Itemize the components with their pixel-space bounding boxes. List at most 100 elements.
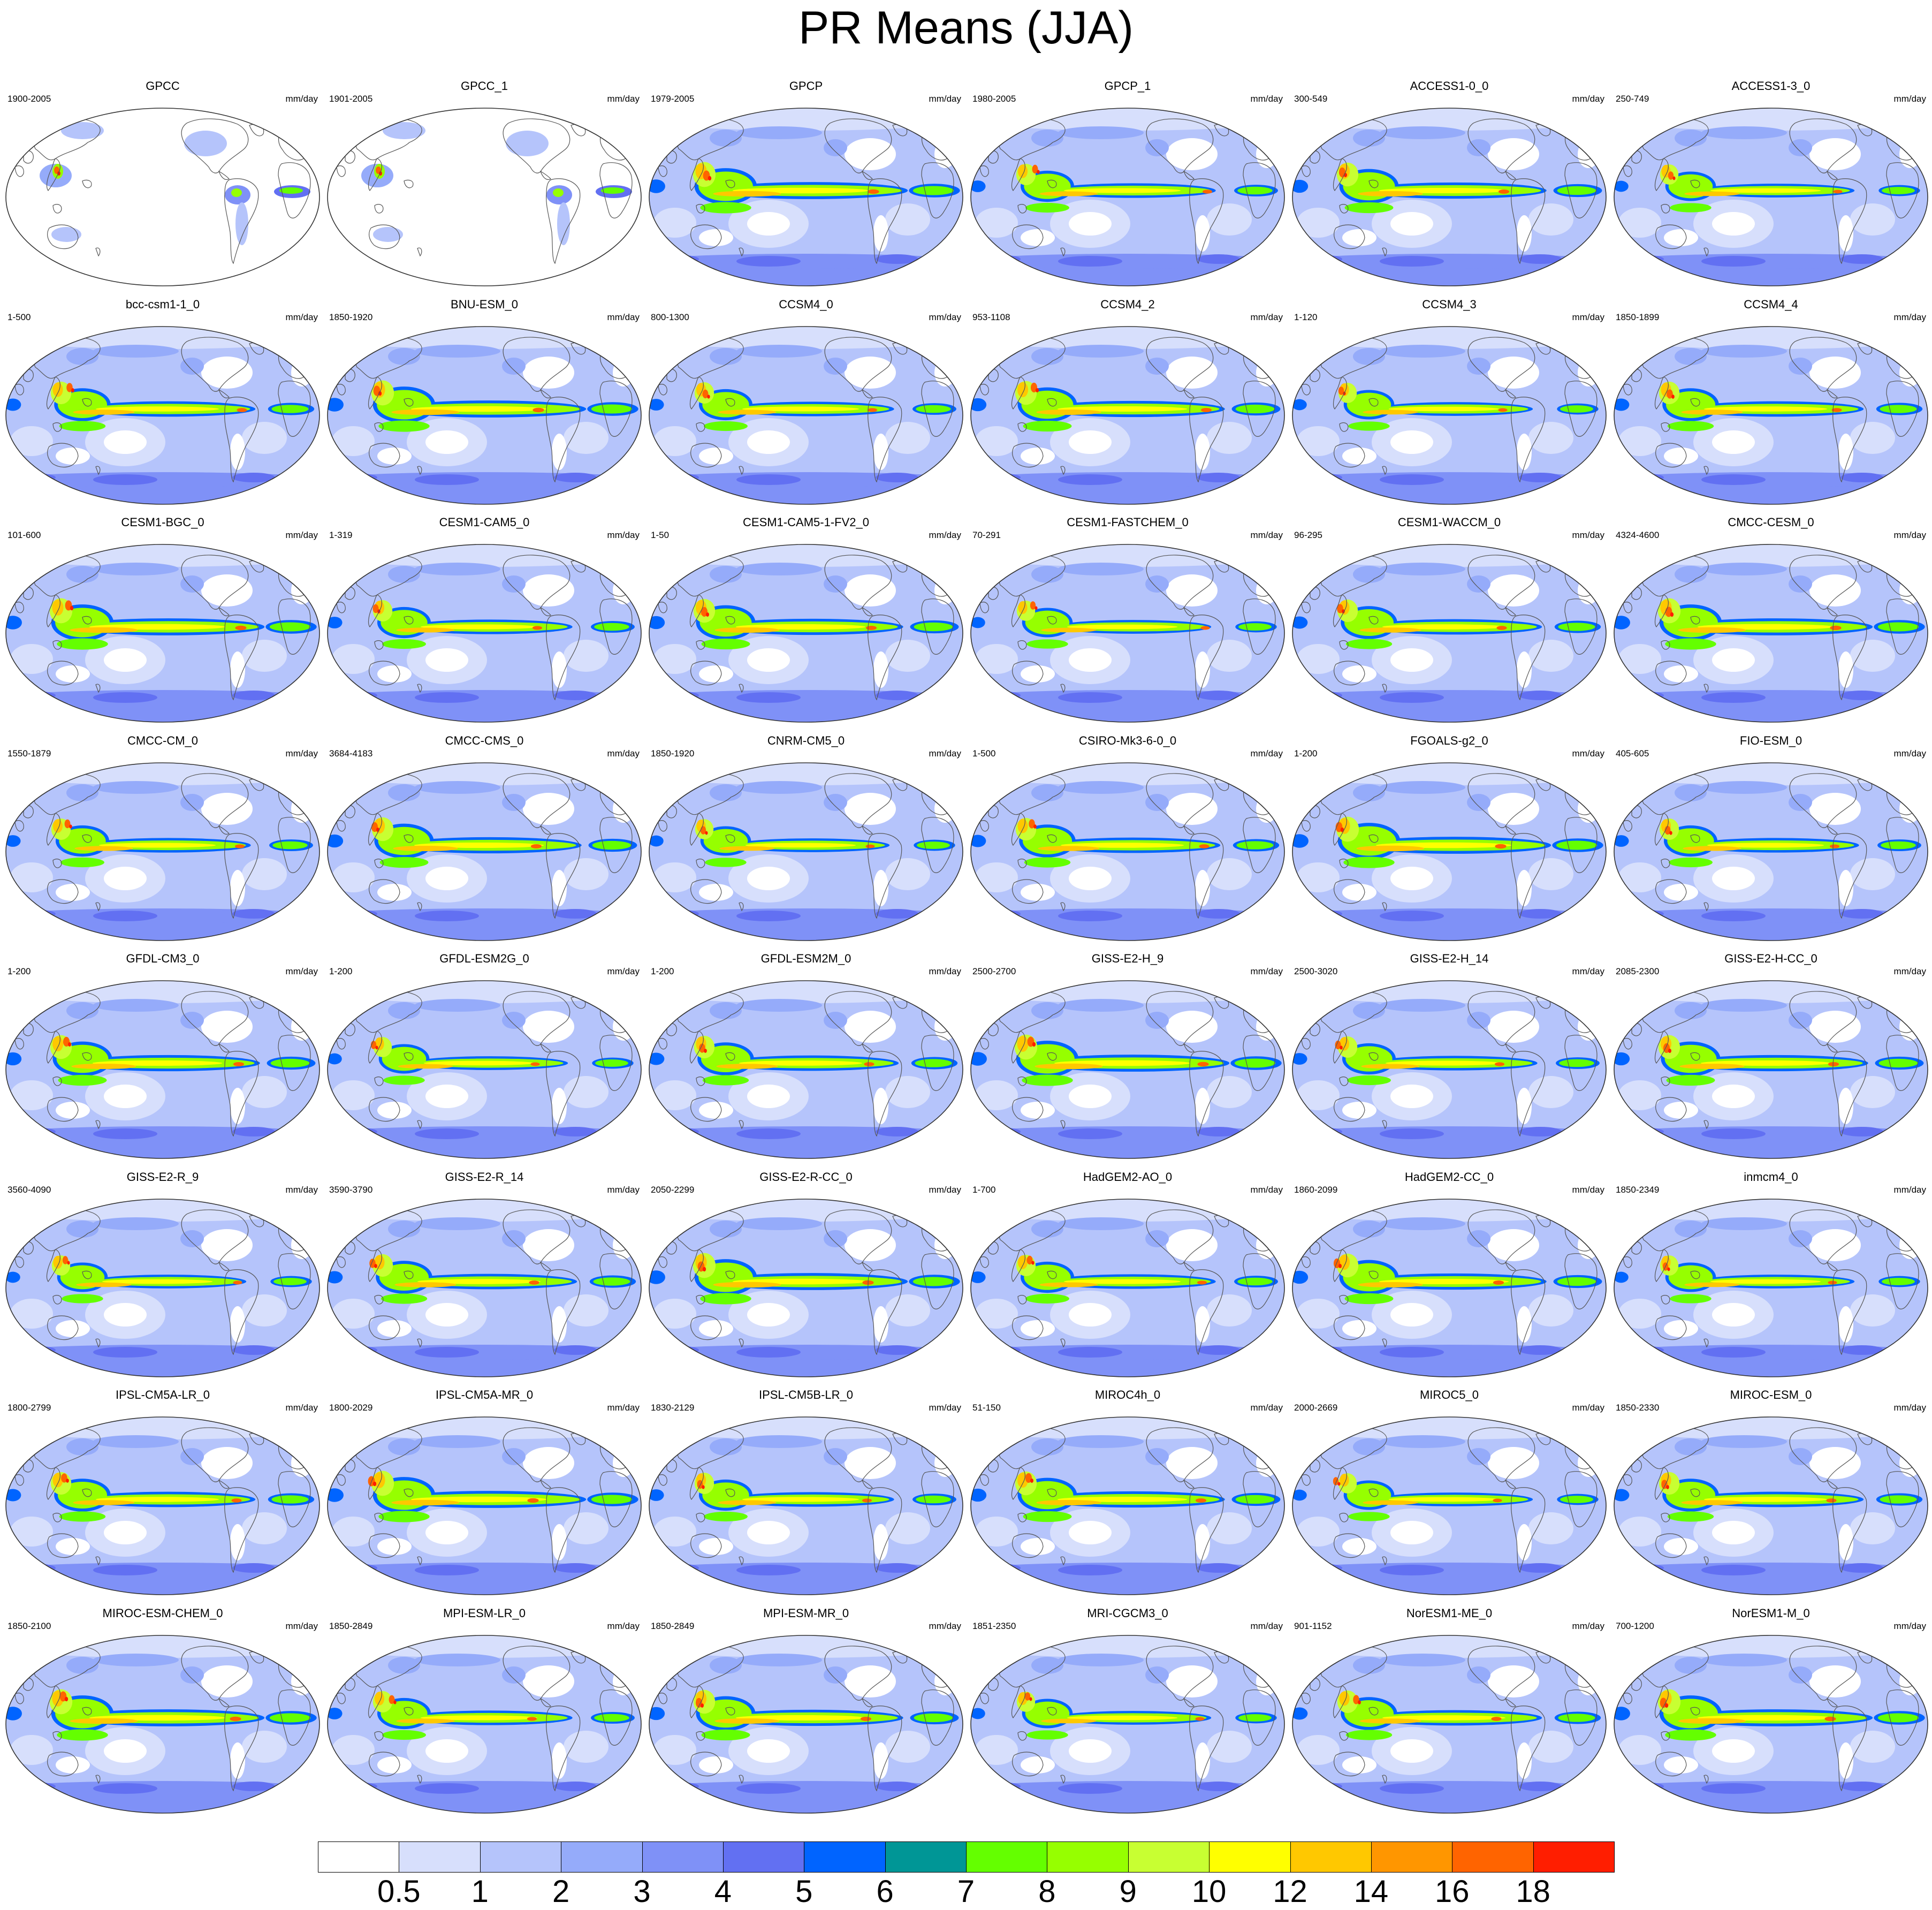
precipitation-map	[1292, 544, 1607, 723]
precipitation-map	[649, 1198, 963, 1377]
map-panel: GISS-E2-H-CC_0 2085-2300 mm/day	[1610, 952, 1931, 1169]
panel-units: mm/day	[1893, 530, 1926, 540]
map-panel: GISS-E2-R_14 3590-3790 mm/day	[324, 1170, 645, 1387]
precipitation-map	[1292, 980, 1607, 1159]
panel-title: HadGEM2-AO_0	[1083, 1170, 1173, 1184]
panel-title: GISS-E2-H_14	[1410, 952, 1489, 965]
map-panel: GPCP 1979-2005 mm/day	[645, 79, 967, 296]
precipitation-map	[970, 980, 1285, 1159]
map-panel: HadGEM2-AO_0 1-700 mm/day	[967, 1170, 1288, 1387]
panel-year-range: 2500-2700	[972, 966, 1016, 976]
panel-year-range: 1850-2849	[329, 1620, 373, 1631]
colorbar-label: 3	[633, 1874, 651, 1909]
panel-units: mm/day	[1572, 1184, 1604, 1195]
panel-units: mm/day	[1250, 530, 1283, 540]
panel-title: CESM1-WACCM_0	[1397, 516, 1501, 529]
panel-year-range: 3590-3790	[329, 1184, 373, 1195]
panel-year-range: 1850-1899	[1616, 312, 1660, 322]
panel-year-range: 800-1300	[651, 312, 689, 322]
colorbar-box	[642, 1841, 724, 1873]
panel-title: GISS-E2-R_9	[126, 1170, 199, 1184]
panel-title: IPSL-CM5B-LR_0	[758, 1388, 854, 1401]
colorbar-label: 16	[1434, 1874, 1470, 1909]
panel-units: mm/day	[607, 94, 640, 104]
colorbar-label: 7	[957, 1874, 975, 1909]
colorbar-label: 14	[1353, 1874, 1389, 1909]
colorbar-box	[966, 1841, 1048, 1873]
panel-year-range: 1-700	[972, 1184, 996, 1195]
panel-year-range: 1-200	[651, 966, 674, 976]
map-panel: MPI-ESM-MR_0 1850-2849 mm/day	[645, 1606, 967, 1823]
panel-units: mm/day	[929, 312, 961, 322]
panel-title: MIROC-ESM-CHEM_0	[102, 1606, 223, 1620]
panel-title: CMCC-CM_0	[127, 733, 198, 747]
precipitation-map	[970, 1198, 1285, 1377]
precipitation-map	[970, 1416, 1285, 1595]
map-panel: BNU-ESM_0 1850-1920 mm/day	[324, 298, 645, 514]
panel-units: mm/day	[285, 312, 318, 322]
panel-year-range: 1800-2029	[329, 1403, 373, 1413]
precipitation-map	[649, 980, 963, 1159]
panel-year-range: 1860-2099	[1294, 1184, 1338, 1195]
colorbar-box	[885, 1841, 967, 1873]
map-panel: GFDL-ESM2M_0 1-200 mm/day	[645, 952, 967, 1169]
map-panel: MIROC-ESM_0 1850-2330 mm/day	[1610, 1388, 1931, 1605]
panel-title: CESM1-CAM5-1-FV2_0	[743, 516, 869, 529]
panel-year-range: 2000-2669	[1294, 1403, 1338, 1413]
panel-year-range: 1850-2849	[651, 1620, 695, 1631]
panel-title: IPSL-CM5A-LR_0	[115, 1388, 210, 1401]
precipitation-map	[649, 762, 963, 941]
panel-units: mm/day	[929, 1184, 961, 1195]
panel-title: bcc-csm1-1_0	[125, 297, 200, 311]
colorbar	[318, 1841, 1615, 1873]
panel-units: mm/day	[285, 966, 318, 976]
panel-year-range: 70-291	[972, 530, 1001, 540]
panel-title: GPCC_1	[460, 79, 508, 93]
panel-units: mm/day	[1250, 748, 1283, 759]
panel-title: BNU-ESM_0	[451, 297, 518, 311]
map-panel: CESM1-FASTCHEM_0 70-291 mm/day	[967, 516, 1288, 732]
panel-units: mm/day	[929, 530, 961, 540]
panel-title: MIROC-ESM_0	[1730, 1388, 1812, 1401]
panel-grid: GPCC 1900-2005 mm/day GPCC_1 1901-2005 mm/day…	[2, 79, 1931, 1823]
map-panel: CCSM4_4 1850-1899 mm/day	[1610, 298, 1931, 514]
map-panel: CCSM4_0 800-1300 mm/day	[645, 298, 967, 514]
panel-units: mm/day	[1893, 1620, 1926, 1631]
panel-units: mm/day	[1572, 1620, 1604, 1631]
precipitation-map	[1292, 1634, 1607, 1814]
map-panel: CESM1-CAM5-1-FV2_0 1-50 mm/day	[645, 516, 967, 732]
colorbar-label: 1	[471, 1874, 489, 1909]
panel-title: GPCP_1	[1104, 79, 1151, 93]
map-panel: CESM1-BGC_0 101-600 mm/day	[2, 516, 323, 732]
precipitation-map	[1614, 325, 1928, 505]
panel-units: mm/day	[607, 966, 640, 976]
map-panel: GPCC_1 1901-2005 mm/day	[324, 79, 645, 296]
map-panel: CNRM-CM5_0 1850-1920 mm/day	[645, 734, 967, 951]
panel-units: mm/day	[1893, 312, 1926, 322]
colorbar-box	[1371, 1841, 1453, 1873]
panel-units: mm/day	[285, 1620, 318, 1631]
precipitation-map	[5, 980, 320, 1159]
panel-units: mm/day	[1572, 530, 1604, 540]
colorbar-box	[399, 1841, 481, 1873]
map-panel: CCSM4_3 1-120 mm/day	[1289, 298, 1610, 514]
panel-units: mm/day	[285, 530, 318, 540]
panel-title: MPI-ESM-LR_0	[443, 1606, 526, 1620]
panel-title: FIO-ESM_0	[1739, 733, 1802, 747]
panel-year-range: 1-500	[972, 748, 996, 759]
colorbar-box	[1128, 1841, 1210, 1873]
panel-year-range: 2085-2300	[1616, 966, 1660, 976]
panel-units: mm/day	[929, 1403, 961, 1413]
precipitation-map	[1292, 325, 1607, 505]
precipitation-map	[327, 1198, 642, 1377]
colorbar-label: 6	[876, 1874, 894, 1909]
map-panel: GISS-E2-H_9 2500-2700 mm/day	[967, 952, 1288, 1169]
panel-title: CESM1-BGC_0	[121, 516, 204, 529]
panel-units: mm/day	[1572, 966, 1604, 976]
colorbar-box	[1290, 1841, 1372, 1873]
panel-units: mm/day	[285, 1403, 318, 1413]
precipitation-map	[5, 325, 320, 505]
page-title: PR Means (JJA)	[798, 2, 1134, 54]
precipitation-map	[1292, 762, 1607, 941]
panel-title: CESM1-FASTCHEM_0	[1067, 516, 1189, 529]
